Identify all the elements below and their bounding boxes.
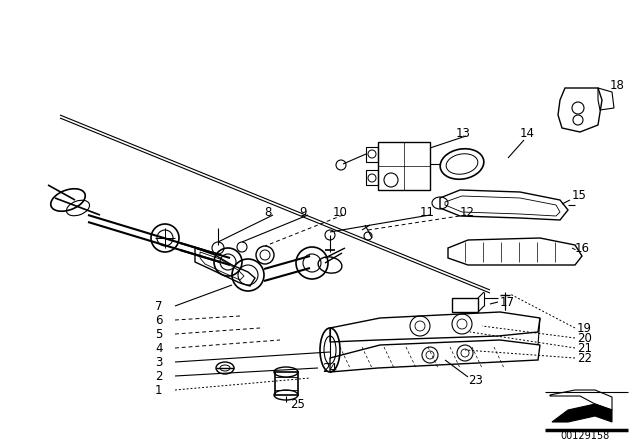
Text: 5: 5 — [155, 327, 163, 340]
Text: 20: 20 — [577, 332, 592, 345]
Text: 11: 11 — [420, 206, 435, 219]
Text: 17: 17 — [500, 296, 515, 309]
Text: 25: 25 — [290, 397, 305, 410]
Text: 22: 22 — [577, 352, 592, 365]
Polygon shape — [552, 404, 612, 422]
Text: 6: 6 — [155, 314, 163, 327]
Text: 2: 2 — [155, 370, 163, 383]
Text: 14: 14 — [520, 126, 535, 139]
Text: 10: 10 — [333, 206, 348, 219]
Text: 3: 3 — [155, 356, 163, 369]
Text: 4: 4 — [155, 341, 163, 354]
Text: 9: 9 — [299, 206, 307, 219]
Text: 24: 24 — [322, 362, 337, 375]
Text: 1: 1 — [155, 383, 163, 396]
Text: 18: 18 — [610, 78, 625, 91]
Text: 15: 15 — [572, 189, 587, 202]
Text: 19: 19 — [577, 322, 592, 335]
Text: 8: 8 — [264, 206, 271, 219]
Text: 13: 13 — [456, 126, 471, 139]
Text: 23: 23 — [468, 374, 483, 387]
Text: 12: 12 — [460, 206, 475, 219]
Text: 00129158: 00129158 — [561, 431, 610, 441]
Text: 7: 7 — [155, 300, 163, 313]
Text: 16: 16 — [575, 241, 590, 254]
Text: 21: 21 — [577, 341, 592, 354]
